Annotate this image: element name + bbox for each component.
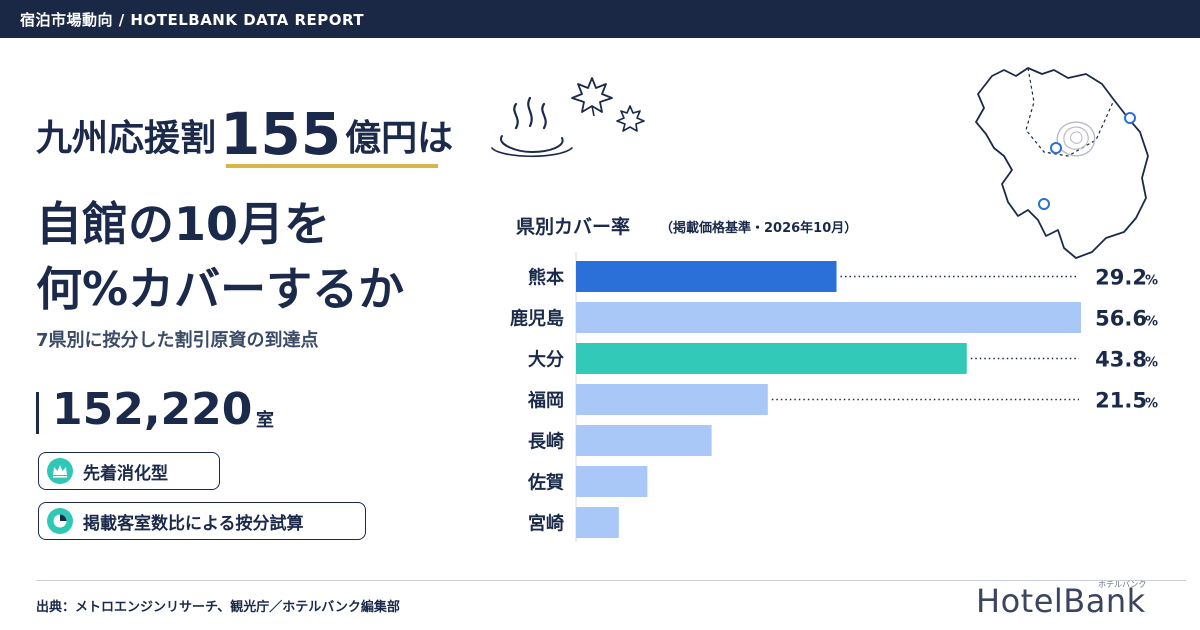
header-bar: 宿泊市場動向 / HOTELBANK DATA REPORT [0, 0, 1200, 38]
chart-category-label: 熊本 [528, 267, 564, 289]
chart-bar [576, 466, 648, 497]
chart-title: 県別カバー率 [516, 216, 631, 238]
chart-bar [576, 343, 967, 374]
chart-value-unit: % [1145, 397, 1158, 412]
headline-underline [226, 164, 438, 168]
chart-bar [576, 507, 619, 538]
chart-value-unit: % [1145, 274, 1158, 289]
chart-value-unit: % [1145, 315, 1158, 330]
subtitle: 7県別に按分した割引原資の到達点 [36, 330, 319, 351]
badge-first-come: 先着消化型 [38, 452, 220, 490]
maple-leaf-icon [571, 77, 645, 132]
chart-value-label: 43.8 [1095, 348, 1147, 372]
rooms-count: 152,220 [52, 384, 253, 435]
source-note: 出典：メトロエンジンリサーチ、観光庁／ホテルバンク編集部 [36, 600, 400, 615]
hotelbank-logo-kana: ホテルバンク [1098, 580, 1147, 589]
chart-value-label: 29.2 [1095, 266, 1147, 290]
chart-note: （掲載価格基準・2026年10月） [660, 221, 858, 236]
headline-suffix: は [417, 118, 454, 159]
chart-value-unit: % [1145, 356, 1158, 371]
crown-icon [47, 458, 73, 484]
hot-spring-icon [491, 96, 573, 158]
rooms-accent-bar [36, 392, 39, 434]
hotelbank-logo: HotelBank [976, 582, 1146, 620]
header-bar-text: 宿泊市場動向 / HOTELBANK DATA REPORT [20, 11, 365, 29]
footer-divider [36, 580, 1186, 581]
kyushu-map-icon [975, 67, 1149, 259]
chart-category-label: 佐賀 [527, 472, 564, 494]
headline-amount-unit: 億円 [345, 118, 418, 159]
chart-bar [576, 384, 768, 415]
chart-category-label: 宮崎 [528, 513, 564, 535]
chart-value-label: 21.5 [1095, 389, 1147, 413]
headline-amount: 155 [220, 100, 342, 168]
chart-category-label: 大分 [528, 349, 564, 371]
badge-first-come-label: 先着消化型 [83, 463, 168, 484]
headline-line-2: 自館の10月を [36, 197, 331, 251]
chart-category-label: 鹿児島 [510, 308, 564, 330]
chart-value-label: 56.6 [1095, 307, 1147, 331]
rooms-unit: 室 [256, 410, 274, 431]
chart-bar [576, 425, 712, 456]
badge-allocation: 掲載客室数比による按分試算 [38, 502, 366, 540]
headline-prefix: 九州応援割 [36, 118, 217, 159]
badge-allocation-label: 掲載客室数比による按分試算 [83, 513, 304, 534]
chart-category-label: 長崎 [528, 431, 564, 453]
chart-bar [576, 261, 837, 292]
chart-category-label: 福岡 [527, 390, 564, 412]
headline-line-1: 九州応援割155 億円は [36, 100, 453, 168]
pie-chart-icon [47, 508, 73, 534]
headline-line-3: 何%カバーするか [36, 262, 405, 316]
chart-bar [576, 302, 1081, 333]
